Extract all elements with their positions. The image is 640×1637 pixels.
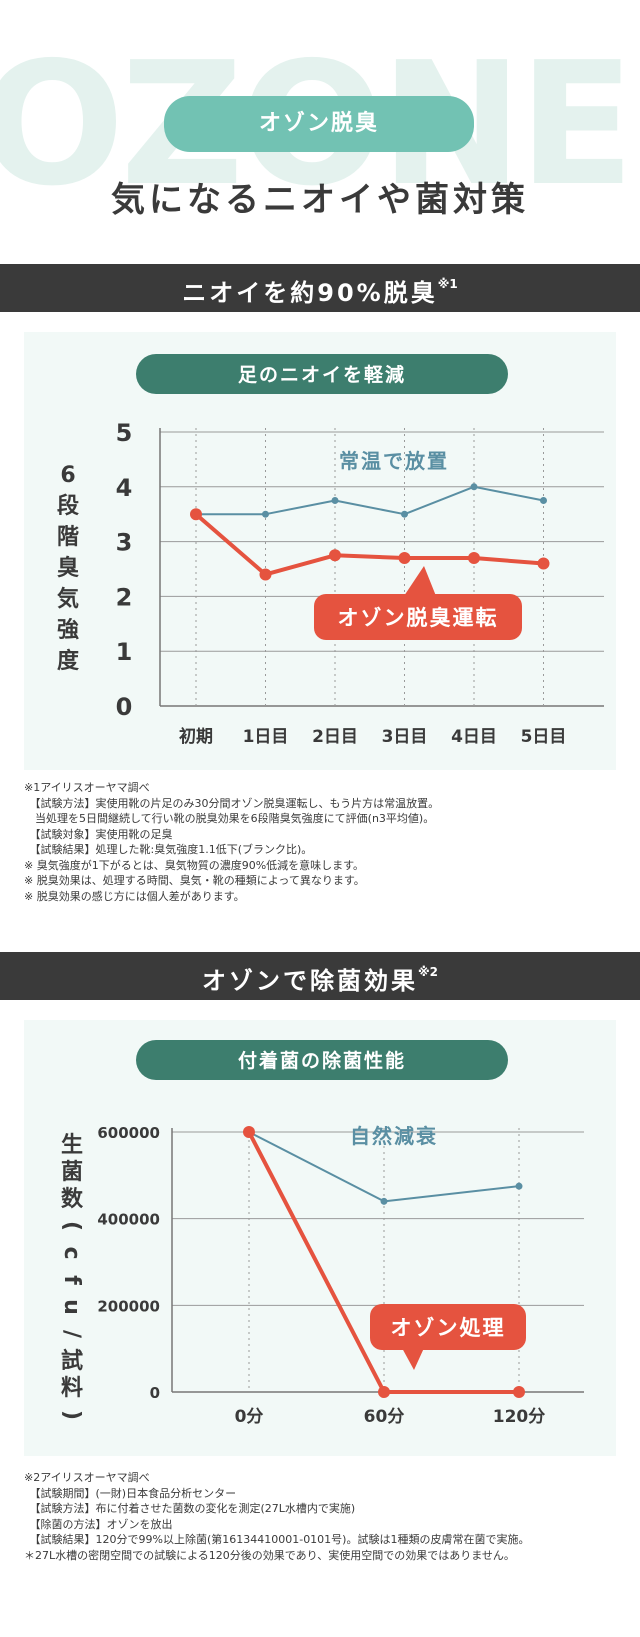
data-point [470, 483, 478, 491]
y-axis-label-char: 段 [57, 493, 79, 519]
x-tick-label: 5日目 [521, 727, 567, 747]
data-point [540, 497, 547, 504]
chart-title-pill [136, 1040, 508, 1080]
footnote-line: 【試験対象】実使用靴の足臭 [24, 827, 173, 841]
y-axis-label-char: 6 [60, 463, 75, 488]
footnote-line: ＊27L水槽の密閉空間での試験による120分後の効果であり、実使用空間での効果で… [24, 1548, 515, 1562]
data-point [331, 497, 339, 504]
y-tick-label: 400000 [97, 1211, 160, 1229]
chart-title: 足のニオイを軽減 [238, 363, 406, 386]
x-tick-label: 1日目 [243, 727, 289, 747]
y-axis-label-char: c [59, 1246, 84, 1259]
footnote-marker: ※2 [417, 965, 438, 979]
y-axis-label-char: ) [59, 1410, 84, 1420]
y-tick-label: 0 [150, 1384, 160, 1402]
data-point [398, 552, 411, 565]
data-point [515, 1182, 523, 1190]
y-tick-label: 2 [116, 583, 133, 611]
section-band-deodorize: ニオイを約90%脱臭※1 [0, 264, 640, 312]
y-axis-label-char: ( [59, 1221, 84, 1231]
hero-badge: オゾン脱臭 [164, 96, 474, 152]
chart-title-pill [136, 354, 508, 394]
callout-pointer [402, 1348, 424, 1370]
y-axis-label-char: 菌 [61, 1160, 83, 1185]
y-axis-label-char: 料 [61, 1376, 83, 1401]
footnote-line: ※2アイリスオーヤマ調べ [24, 1471, 150, 1484]
y-axis-label-char: 度 [57, 648, 80, 674]
data-point [513, 1386, 525, 1398]
y-tick-label: 600000 [97, 1124, 160, 1142]
chart-panel-odor: 足のニオイを軽減 0 1 2 3 4 5 初期 1日目 2日目 3日目 4日目 5日目 6 段階臭気強度 常温… [24, 332, 616, 770]
y-axis-label-char: u [59, 1299, 84, 1315]
data-point [243, 1126, 255, 1138]
footnote-marker: ※1 [437, 277, 458, 291]
x-tick-label: 120分 [493, 1407, 546, 1427]
footnote-line: 【除菌の方法】オゾンを放出 [24, 1517, 173, 1531]
footnote-line: ※ 脱臭効果の感じ方には個人差があります。 [24, 889, 245, 903]
x-tick-label: 60分 [364, 1407, 405, 1427]
data-point [537, 557, 550, 570]
footnotes-2: ※2アイリスオーヤマ調べ 【試験期間】(一財)日本食品分析センター 【試験方法】… [24, 1470, 624, 1563]
data-point [380, 1197, 388, 1205]
footnote-line: ※1アイリスオーヤマ調べ [24, 781, 150, 794]
y-tick-label: 4 [116, 474, 133, 502]
x-tick-label: 2日目 [312, 727, 358, 747]
series-callout-2 [314, 594, 522, 640]
y-axis-label-char: f [59, 1275, 84, 1285]
data-point [468, 552, 480, 565]
data-point [329, 549, 341, 562]
y-axis-label-char: 生 [61, 1133, 83, 1158]
chart-title: 付着菌の除菌性能 [238, 1049, 406, 1072]
y-axis-label-char: 臭 [57, 555, 79, 581]
series-line-2 [194, 512, 544, 577]
footnote-line: 当処理を5日間継続して行い靴の脱臭効果を6段階臭気強度にて評価(n3平均値)。 [24, 812, 435, 825]
y-axis-label-char: 気 [57, 586, 79, 612]
odor-chart: 足のニオイを軽減 0 1 2 3 4 5 初期 1日目 2日目 3日目 4日目 5日目 6 段階臭気強度 常温… [57, 354, 604, 747]
y-tick-label: 3 [116, 529, 133, 557]
series-callout-2 [370, 1304, 526, 1350]
x-tick-label: 4日目 [451, 727, 497, 747]
section-band-label: ニオイを約90%脱臭 [182, 279, 438, 307]
chart-panel-bacteria: 付着菌の除菌性能 0 200000 400000 600000 0分 60分 120分 生菌数 (… [24, 1020, 616, 1456]
footnote-line: 【試験結果】処理した靴:臭気強度1.1低下(ブランク比)。 [24, 843, 313, 856]
footnote-line: 【試験期間】(一財)日本食品分析センター [24, 1486, 237, 1500]
footnote-line: 【試験方法】布に付着させた菌数の変化を測定(27L水槽内で実施) [24, 1502, 356, 1515]
footnote-line: 【試験結果】120分で99%以上除菌(第16134410001-0101号)。試… [24, 1533, 530, 1546]
series-label-1: 自然減衰 [350, 1124, 438, 1148]
footnotes-1: ※1アイリスオーヤマ調べ 【試験方法】実使用靴の片足のみ30分間オゾン脱臭運転し… [24, 780, 624, 904]
data-point [401, 510, 408, 518]
footnote-line: 【試験方法】実使用靴の片足のみ30分間オゾン脱臭運転し、もう片方は常温放置。 [24, 796, 440, 810]
y-axis-label-char: 強 [57, 617, 79, 643]
y-axis-label-char: 階 [57, 525, 79, 550]
x-tick-label: 0分 [235, 1407, 264, 1427]
series-label-2: オゾン処理 [391, 1316, 506, 1340]
y-axis-label-char: 試 [61, 1348, 83, 1374]
footnote-line: ※ 脱臭効果は、処理する時間、臭気・靴の種類によって異なります。 [24, 874, 365, 887]
series-label-2: オゾン脱臭運転 [338, 606, 499, 630]
x-tick-label: 初期 [179, 726, 213, 747]
y-tick-label: 1 [116, 638, 133, 666]
section-band-sterilize: オゾンで除菌効果※2 [0, 952, 640, 1000]
x-tick-label: 3日目 [382, 727, 428, 747]
data-point [190, 508, 202, 521]
footnote-line: ※ 臭気強度が1下がるとは、臭気物質の濃度90%低減を意味します。 [24, 858, 365, 872]
series-line-1 [196, 485, 544, 516]
y-axis-label-char: 数 [61, 1186, 84, 1212]
page-title: 気になるニオイや菌対策 [111, 180, 529, 220]
data-point [378, 1386, 390, 1398]
y-tick-label: 0 [116, 693, 133, 721]
data-point [259, 568, 272, 581]
data-point [262, 510, 269, 518]
callout-pointer [404, 566, 436, 596]
section-band-label: オゾンで除菌効果 [201, 967, 418, 995]
y-tick-label: 200000 [97, 1297, 160, 1315]
bacteria-chart: 付着菌の除菌性能 0 200000 400000 600000 0分 60分 120分 生菌数 (… [59, 1040, 584, 1427]
series-label-1: 常温で放置 [339, 449, 449, 473]
y-axis-label-char: / [59, 1330, 84, 1339]
y-tick-label: 5 [116, 419, 133, 447]
